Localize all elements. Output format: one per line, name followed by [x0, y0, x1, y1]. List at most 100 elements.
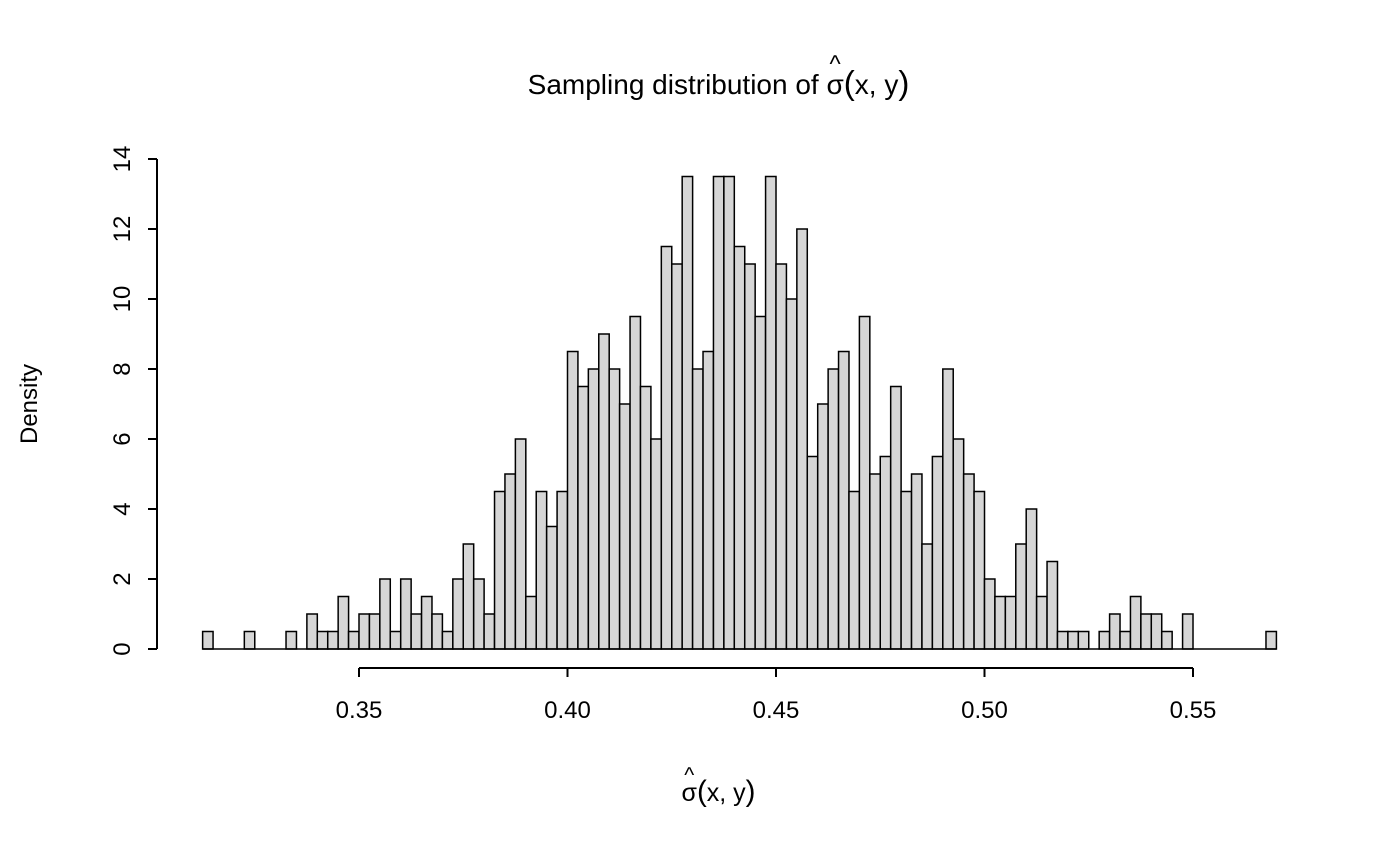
- y-tick-label: 4: [109, 502, 136, 515]
- histogram-bar: [1004, 595, 1017, 650]
- histogram-bar: [869, 473, 882, 650]
- histogram-bar: [650, 438, 663, 650]
- histogram-bar: [931, 455, 944, 650]
- histogram-bar: [889, 385, 902, 650]
- histogram-bar: [556, 490, 569, 650]
- histogram-bar: [733, 245, 746, 650]
- histogram-bar: [514, 438, 527, 650]
- histogram-bar: [306, 613, 319, 650]
- histogram-bar: [962, 473, 975, 650]
- histogram-bar: [1150, 613, 1163, 650]
- histogram-bar: [1119, 630, 1132, 650]
- histogram-bars: [201, 175, 1278, 650]
- histogram-bar: [973, 490, 986, 650]
- histogram-bar: [1067, 630, 1080, 650]
- histogram-bar: [712, 175, 725, 650]
- histogram-bar: [493, 490, 506, 650]
- histogram-bar: [952, 438, 965, 650]
- histogram-bar: [368, 613, 381, 650]
- x-tick-label: 0.55: [1170, 697, 1217, 724]
- histogram-bar: [681, 175, 694, 650]
- histogram-bar: [525, 595, 537, 650]
- histogram-bar: [629, 315, 642, 650]
- histogram-bar: [1025, 508, 1038, 650]
- histogram-bar: [1077, 630, 1090, 650]
- x-tick-label: 0.45: [753, 697, 800, 724]
- histogram-bar: [994, 595, 1007, 650]
- x-tick-label: 0.50: [961, 697, 1008, 724]
- histogram-bar: [608, 368, 621, 650]
- chart-title: Sampling distribution of ^ σ(x, y): [157, 53, 1280, 106]
- histogram-bar: [285, 630, 298, 650]
- histogram-bar: [639, 385, 652, 650]
- histogram-bar: [1056, 630, 1069, 650]
- chart-title-text: Sampling distribution of: [527, 69, 827, 100]
- y-tick-label: 2: [109, 572, 136, 585]
- histogram-bar: [1140, 613, 1153, 650]
- histogram-bar: [691, 368, 704, 650]
- histogram-bar: [1129, 595, 1142, 650]
- x-tick-label: 0.40: [544, 697, 591, 724]
- histogram-bar: [545, 525, 558, 650]
- histogram-bar: [1181, 613, 1194, 650]
- histogram-bar: [316, 630, 329, 650]
- histogram-bar: [921, 543, 934, 650]
- y-axis: [148, 158, 158, 650]
- paren-open: (: [843, 65, 855, 102]
- histogram-bar: [983, 578, 996, 650]
- histogram-bar: [764, 175, 777, 650]
- histogram-bar: [1160, 630, 1173, 650]
- histogram-bar: [326, 630, 339, 650]
- hat-accent: ^: [829, 51, 841, 79]
- histogram-bar: [816, 403, 829, 650]
- histogram-bar: [462, 543, 475, 650]
- histogram-bar: [796, 228, 809, 650]
- histogram-bar: [910, 473, 923, 650]
- histogram-bar: [660, 245, 673, 650]
- histogram-bar: [754, 315, 767, 650]
- sigma-symbol: σ: [681, 779, 697, 807]
- histogram-bar: [431, 613, 444, 650]
- histogram-bar: [827, 368, 840, 650]
- sigma-hat-symbol: ^ σ: [681, 764, 697, 813]
- histogram-bar: [379, 578, 392, 650]
- histogram-bar: [702, 350, 715, 650]
- histogram-bar: [1035, 595, 1048, 650]
- histogram-bar: [389, 630, 402, 650]
- histogram-bar: [1015, 543, 1027, 650]
- histogram-bar: [337, 595, 350, 650]
- histogram-bar: [598, 333, 610, 650]
- hat-accent: ^: [684, 762, 695, 787]
- histogram-bar: [671, 263, 683, 650]
- paren-open: (: [696, 775, 707, 808]
- histogram-bar: [1265, 630, 1278, 650]
- paren-close: ): [745, 775, 756, 808]
- histogram-bar: [452, 578, 465, 650]
- histogram-bar: [618, 403, 631, 650]
- histogram-bar: [806, 455, 819, 650]
- histogram-bar: [942, 368, 954, 650]
- x-tick-label: 0.35: [336, 697, 383, 724]
- x-axis-label: ^ σ(x, y): [157, 764, 1280, 813]
- histogram-bar: [1098, 630, 1111, 650]
- y-tick-label: 14: [109, 146, 136, 173]
- xlabel-args: x, y: [706, 779, 746, 807]
- histogram-bar: [347, 630, 360, 650]
- histogram-bar: [504, 473, 517, 650]
- x-axis: [358, 667, 1194, 677]
- histogram-bar: [743, 263, 756, 650]
- y-tick-label: 6: [109, 432, 136, 445]
- histogram-bar: [399, 578, 412, 650]
- histogram-bar: [900, 490, 913, 650]
- y-tick-label: 8: [109, 362, 136, 375]
- y-tick-label: 12: [109, 216, 136, 243]
- histogram-bar: [201, 630, 214, 650]
- histogram-bar: [472, 578, 485, 650]
- histogram-bar: [785, 298, 798, 650]
- histogram-bar: [441, 630, 454, 650]
- histogram-bar: [837, 350, 850, 650]
- title-args: x, y: [854, 69, 899, 100]
- histogram-bar: [848, 490, 861, 650]
